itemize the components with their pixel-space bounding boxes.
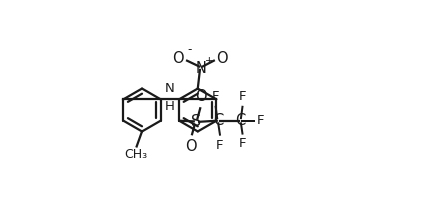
Text: O: O	[216, 51, 228, 66]
Text: O: O	[185, 139, 197, 154]
Text: +: +	[205, 56, 213, 66]
Text: F: F	[212, 90, 219, 103]
Text: N: N	[165, 82, 175, 95]
Text: F: F	[257, 114, 264, 127]
Text: S: S	[191, 114, 201, 129]
Text: H: H	[165, 100, 175, 113]
Text: CH₃: CH₃	[124, 148, 147, 161]
Text: C: C	[235, 113, 245, 128]
Text: O: O	[172, 51, 184, 66]
Text: C: C	[213, 113, 223, 128]
Text: F: F	[216, 139, 224, 152]
Text: F: F	[239, 90, 246, 103]
Text: -: -	[187, 43, 192, 56]
Text: F: F	[239, 138, 246, 150]
Text: N: N	[196, 61, 206, 76]
Text: O: O	[195, 89, 206, 104]
